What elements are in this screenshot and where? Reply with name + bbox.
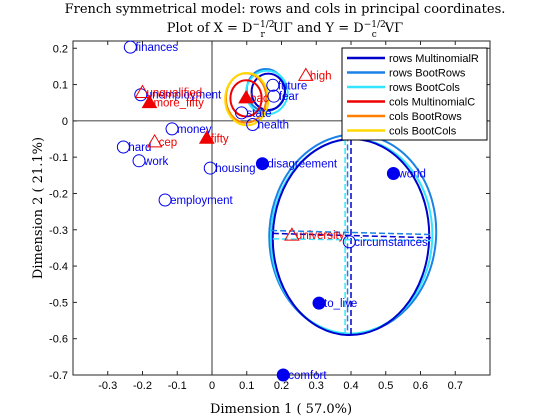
y-axis-ticks: 0.2 0.1 0 -0.1 -0.2 -0.3 -0.4 -0.5 -0.6 -0.7 <box>49 43 490 382</box>
x-tick-label: 0.4 <box>343 380 358 392</box>
col-point-marker <box>146 133 163 148</box>
row-point-marker <box>312 296 326 310</box>
row-point-label: health <box>258 120 289 132</box>
row-point-label: employment <box>170 195 233 207</box>
col-point-label: high <box>310 70 332 82</box>
x-tick-label: 0.5 <box>378 380 393 392</box>
y-tick-label: -0.5 <box>49 297 68 309</box>
row-point-label: future <box>278 80 307 92</box>
x-tick-label: -0.1 <box>168 380 187 392</box>
row-point-label: world <box>397 169 425 181</box>
legend: rows MultinomialR rows BootRows rows BootC… <box>341 47 488 141</box>
row-point-marker <box>123 40 137 54</box>
y-tick-label: -0.1 <box>49 152 68 164</box>
row-point-marker <box>386 167 400 181</box>
legend-entry-label: rows BootCols <box>389 82 460 94</box>
y-tick-label: 0.2 <box>53 43 68 55</box>
row-point-label: to_live <box>324 298 357 310</box>
row-point-label: circumstances <box>354 237 428 249</box>
x-axis-label: Dimension 1 ( 57.0%) <box>210 402 352 417</box>
legend-box <box>341 47 488 141</box>
row-point-label: hard <box>128 142 151 154</box>
col-point-marker <box>134 84 151 98</box>
confidence-ellipse <box>250 72 286 111</box>
row-point-marker <box>235 106 249 120</box>
row-point-marker <box>342 235 356 249</box>
row-point-marker <box>255 157 269 171</box>
y-tick-label: 0.1 <box>53 80 68 92</box>
row-point-label: comfort <box>288 370 327 382</box>
col-point-marker <box>284 227 300 241</box>
y-tick-label: -0.2 <box>49 188 68 200</box>
row-point-marker <box>266 78 280 92</box>
row-point-label: finances <box>135 42 178 54</box>
col-point-label: more_fifty <box>153 98 204 110</box>
row-point-marker <box>203 161 217 175</box>
row-point-marker <box>276 368 290 382</box>
confidence-cross-lines <box>271 135 431 337</box>
y-tick-label: 0 <box>62 116 68 128</box>
confidence-axis-line <box>272 232 431 239</box>
x-tick-label: 0.7 <box>448 380 463 392</box>
x-tick-label: 0.3 <box>309 380 324 392</box>
row-point-marker <box>132 154 146 168</box>
col-point-label: unqualified <box>147 88 203 100</box>
row-points: finances unemployment money hard work housing… <box>116 40 428 382</box>
row-point-label: money <box>177 124 212 136</box>
x-tick-label: 0.2 <box>274 380 289 392</box>
row-point-marker <box>165 122 179 136</box>
confidence-axis-line <box>272 238 431 242</box>
col-point-marker <box>198 130 215 144</box>
row-point-label: disagreement <box>267 159 337 171</box>
col-point-marker <box>297 67 314 81</box>
legend-entry-label: cols BootCols <box>389 126 457 138</box>
col-point-marker <box>141 94 158 109</box>
x-axis-ticks: -0.3 -0.2 -0.1 0 0.1 0.2 0.3 0.4 0.5 0.6 0.7 <box>98 41 463 392</box>
x-tick-label: 0 <box>209 380 215 392</box>
x-tick-label: -0.2 <box>133 380 152 392</box>
row-point-label: fear <box>279 91 299 103</box>
row-point-label: unemployment <box>146 90 222 102</box>
row-point-label: state <box>247 108 272 120</box>
y-tick-label: -0.4 <box>49 261 68 273</box>
legend-entry-label: rows BootRows <box>389 68 466 80</box>
row-point-marker <box>267 89 281 103</box>
col-point-label: cep <box>159 137 178 149</box>
row-point-label: housing <box>215 163 255 175</box>
legend-entry-label: cols MultinomialC <box>389 97 475 109</box>
row-point-marker <box>158 193 172 207</box>
x-tick-label: 0.1 <box>239 380 254 392</box>
row-point-marker <box>116 140 130 154</box>
row-point-marker <box>246 118 260 131</box>
col-point-label: bac <box>250 93 269 105</box>
chart-title-line1: French symmetrical model: rows and cols … <box>65 2 506 17</box>
y-tick-label: -0.6 <box>49 334 68 346</box>
chart-title-line2: Plot of X = D−1/2 r UΓ and Y = D−1/2 c VΓ <box>167 20 403 40</box>
y-tick-label: -0.7 <box>49 370 68 382</box>
x-tick-label: 0.6 <box>413 380 428 392</box>
col-point-marker <box>238 90 254 104</box>
legend-entry-label: cols BootRows <box>389 111 462 123</box>
x-tick-label: -0.3 <box>98 380 117 392</box>
col-point-label: university <box>296 230 345 242</box>
row-point-label: work <box>143 156 169 168</box>
legend-entry-label: rows MultinomialR <box>389 53 479 65</box>
y-axis-label: Dimension 2 ( 21.1%) <box>31 137 46 279</box>
y-tick-label: -0.3 <box>49 225 68 237</box>
col-point-label: fifty <box>211 133 229 145</box>
